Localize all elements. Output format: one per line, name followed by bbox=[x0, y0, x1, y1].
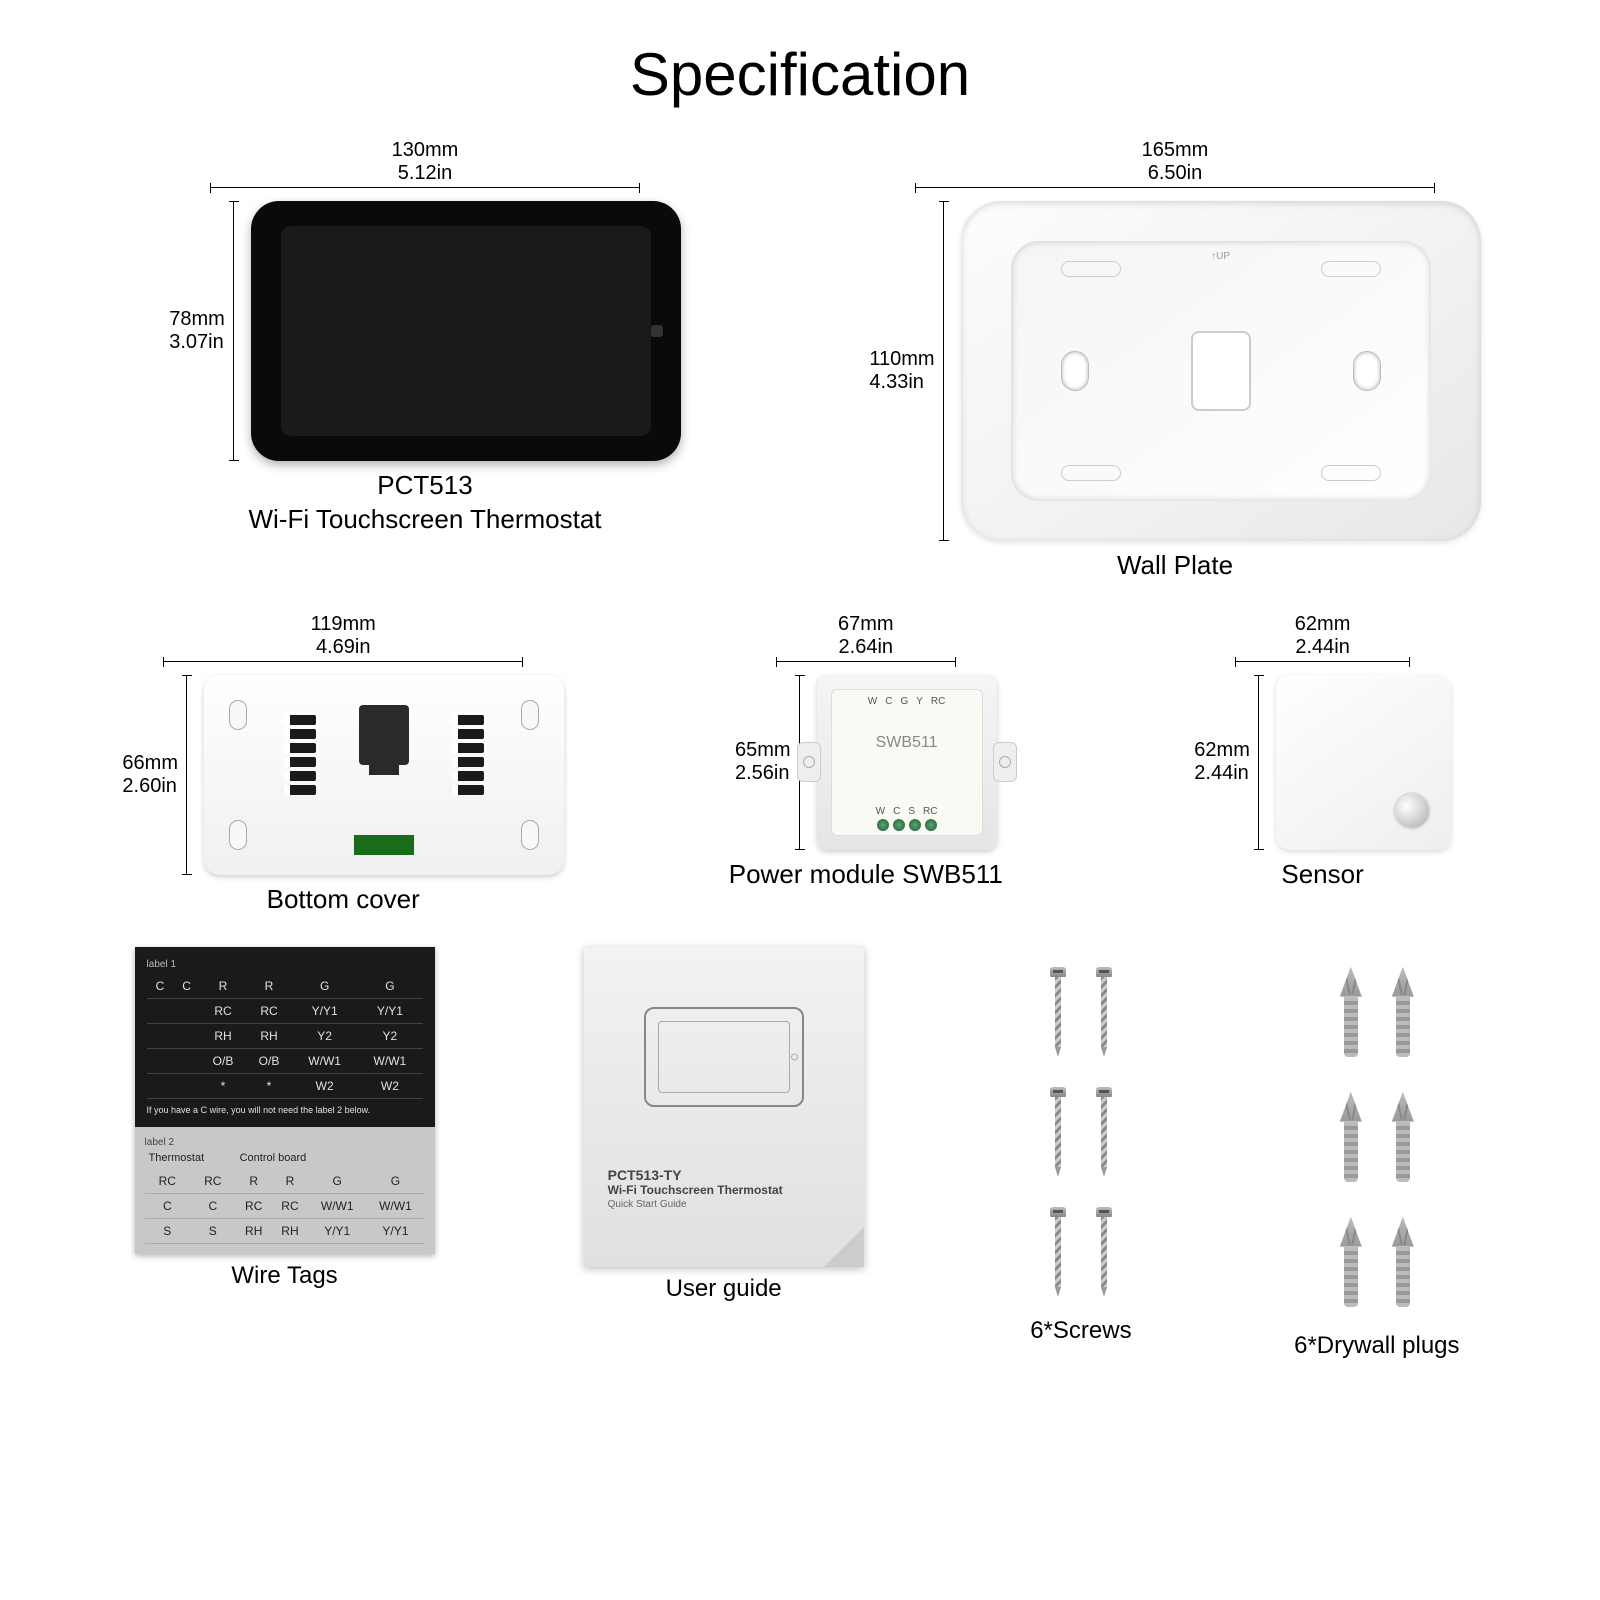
screw-icon bbox=[1096, 1207, 1112, 1297]
sensor-width-in: 2.44in bbox=[1295, 636, 1350, 658]
wallplate-up-label: ↑UP bbox=[1211, 251, 1230, 262]
screw-icon bbox=[1096, 1087, 1112, 1177]
screw-icon bbox=[1050, 1207, 1066, 1297]
sensor-image bbox=[1276, 675, 1451, 850]
wiretags-hdr-l: Thermostat bbox=[145, 1152, 236, 1169]
bottomcover-height-mm: 66mm bbox=[122, 752, 178, 774]
plugs-block: 6*Drywall plugs bbox=[1234, 947, 1520, 1360]
powermodule-width-in: 2.64in bbox=[839, 636, 894, 658]
bottomcover-image bbox=[204, 675, 564, 875]
pir-icon bbox=[1393, 792, 1431, 830]
thermostat-block: 130mm 5.12in 78mm 3.07in PCT513 Wi-Fi To… bbox=[80, 139, 770, 583]
drywall-plug-icon bbox=[1340, 1092, 1362, 1187]
wiretags-hdr-r: Control board bbox=[236, 1152, 425, 1169]
screws-name: 6*Screws bbox=[958, 1317, 1203, 1345]
page-title: Specification bbox=[80, 40, 1520, 109]
wallplate-image: ↑UP bbox=[961, 201, 1481, 541]
wallplate-width-mm: 165mm bbox=[1142, 139, 1209, 161]
screw-icon bbox=[1096, 967, 1112, 1057]
bottomcover-name: Bottom cover bbox=[80, 883, 606, 917]
userguide-model: PCT513-TY bbox=[608, 1167, 840, 1183]
thermostat-height-mm: 78mm bbox=[169, 308, 225, 330]
thermostat-height-in: 3.07in bbox=[169, 331, 224, 353]
drywall-plug-icon bbox=[1392, 1092, 1414, 1187]
sensor-height-in: 2.44in bbox=[1194, 762, 1249, 784]
userguide-name: User guide bbox=[519, 1275, 928, 1303]
screw-icon bbox=[1050, 967, 1066, 1057]
wallplate-block: 165mm 6.50in 110mm 4.33in ↑UP Wall Plate bbox=[830, 139, 1520, 583]
powermodule-height-in: 2.56in bbox=[735, 762, 790, 784]
bottomcover-block: 119mm 4.69in 66mm 2.60in Bottom cover bbox=[80, 613, 606, 917]
userguide-subtitle: Quick Start Guide bbox=[608, 1199, 840, 1210]
sensor-block: 62mm 2.44in 62mm 2.44in Sensor bbox=[1125, 613, 1520, 917]
wiretags-block: label 1 CCRRGGRCRCY/Y1Y/Y1RHRHY2Y2O/BO/B… bbox=[80, 947, 489, 1360]
wallplate-height-mm: 110mm bbox=[869, 348, 934, 370]
bottomcover-width-in: 4.69in bbox=[316, 636, 371, 658]
powermodule-name: Power module SWB511 bbox=[646, 858, 1085, 892]
wiretags-name: Wire Tags bbox=[80, 1262, 489, 1290]
thermostat-model: PCT513 bbox=[377, 470, 472, 500]
wiretags-image: label 1 CCRRGGRCRCY/Y1Y/Y1RHRHY2Y2O/BO/B… bbox=[135, 947, 435, 1255]
wallplate-height-in: 4.33in bbox=[869, 371, 924, 393]
thermostat-name: Wi-Fi Touchscreen Thermostat bbox=[248, 504, 601, 534]
sensor-name: Sensor bbox=[1125, 858, 1520, 892]
drywall-plug-icon bbox=[1392, 967, 1414, 1062]
drywall-plug-icon bbox=[1340, 967, 1362, 1062]
bottomcover-width-mm: 119mm bbox=[311, 613, 376, 635]
sensor-height-mm: 62mm bbox=[1194, 739, 1250, 761]
userguide-block: PCT513-TY Wi-Fi Touchscreen Thermostat Q… bbox=[519, 947, 928, 1360]
powermodule-label: SWB511 bbox=[840, 734, 974, 752]
wallplate-width-in: 6.50in bbox=[1148, 162, 1203, 184]
wiretags-label2: label 2 bbox=[145, 1137, 425, 1152]
thermostat-image bbox=[251, 201, 681, 461]
thermostat-width-mm: 130mm bbox=[392, 139, 459, 161]
screws-block: 6*Screws bbox=[958, 947, 1203, 1360]
plugs-name: 6*Drywall plugs bbox=[1234, 1332, 1520, 1360]
screw-icon bbox=[1050, 1087, 1066, 1177]
sensor-width-mm: 62mm bbox=[1295, 613, 1351, 635]
wallplate-name: Wall Plate bbox=[830, 549, 1520, 583]
powermodule-block: 67mm 2.64in 65mm 2.56in WCGYRC SWB511 WC… bbox=[646, 613, 1085, 917]
wiretags-note: If you have a C wire, you will not need … bbox=[147, 1099, 423, 1116]
thermostat-width-in: 5.12in bbox=[398, 162, 453, 184]
drywall-plug-icon bbox=[1340, 1217, 1362, 1312]
wiretags-label1: label 1 bbox=[147, 959, 423, 974]
powermodule-image: WCGYRC SWB511 WCSRC bbox=[817, 675, 997, 850]
powermodule-height-mm: 65mm bbox=[735, 739, 791, 761]
powermodule-width-mm: 67mm bbox=[838, 613, 894, 635]
bottomcover-height-in: 2.60in bbox=[122, 775, 177, 797]
userguide-title: Wi-Fi Touchscreen Thermostat bbox=[608, 1183, 840, 1197]
userguide-image: PCT513-TY Wi-Fi Touchscreen Thermostat Q… bbox=[584, 947, 864, 1267]
drywall-plug-icon bbox=[1392, 1217, 1414, 1312]
